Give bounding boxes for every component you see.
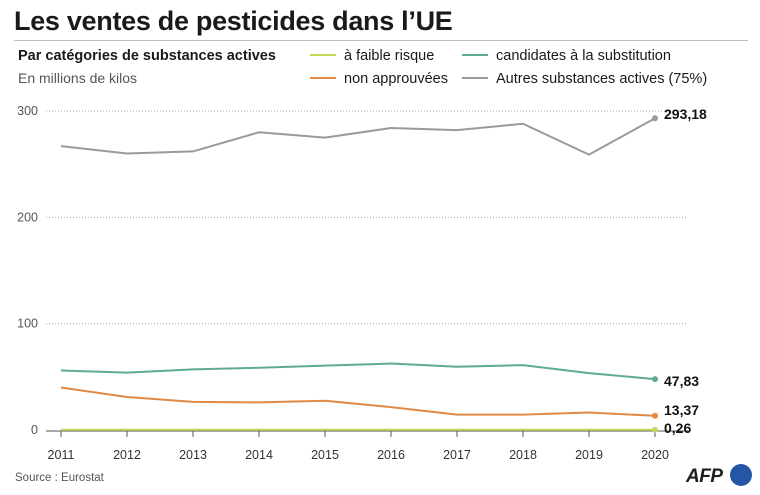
end-label-autres: 293,18 xyxy=(664,106,707,122)
end-labels: 293,18 47,83 13,37 0,26 xyxy=(664,106,707,436)
x-tick-label: 2015 xyxy=(311,448,339,462)
legend-label-autres: Autres substances actives (75%) xyxy=(496,71,708,87)
x-tick-label: 2013 xyxy=(179,448,207,462)
y-tick-label: 0 xyxy=(31,423,38,437)
series-end-point-substitution xyxy=(652,376,658,383)
legend-label-non: non approuvées xyxy=(344,71,448,87)
series-line-autres xyxy=(60,117,656,156)
x-tick-label: 2012 xyxy=(113,448,141,462)
legend-swatch-autres xyxy=(462,77,488,80)
legend-item-autres: Autres substances actives (75%) xyxy=(462,71,707,87)
series-group xyxy=(60,115,658,433)
legend-swatch-non xyxy=(310,77,336,80)
x-tick-label: 2018 xyxy=(509,448,537,462)
afp-logo: AFP xyxy=(686,462,756,492)
legend-label-substitution: candidates à la substitution xyxy=(496,48,671,64)
afp-logo-dot xyxy=(730,464,752,486)
series-line-non xyxy=(60,386,656,417)
x-tick-label: 2016 xyxy=(377,448,405,462)
x-axis: 2011 2012 2013 2014 2015 2016 2017 2018 2019 2020 xyxy=(46,430,688,462)
y-tick-label: 100 xyxy=(17,317,38,331)
chart-title: Les ventes de pesticides dans l’UE xyxy=(14,6,453,36)
end-label-non: 13,37 xyxy=(664,402,699,418)
series-end-point-autres xyxy=(652,115,658,122)
title-rule xyxy=(14,40,748,41)
x-tick-label: 2019 xyxy=(575,448,603,462)
x-tick-label: 2014 xyxy=(245,448,273,462)
end-label-faible: 0,26 xyxy=(664,420,691,436)
gridlines: 0 100 200 300 xyxy=(17,104,688,437)
unit-label: En millions de kilos xyxy=(18,70,138,86)
x-tick-label: 2020 xyxy=(641,448,669,462)
end-label-substitution: 47,83 xyxy=(664,373,699,389)
y-tick-label: 300 xyxy=(17,104,38,118)
chart-subtitle: Par catégories de substances actives xyxy=(18,48,276,64)
x-tick-label: 2017 xyxy=(443,448,471,462)
series-line-substitution xyxy=(60,362,656,381)
y-tick-label: 200 xyxy=(17,210,38,224)
legend-item-faible: à faible risque xyxy=(310,48,434,64)
afp-logo-text: AFP xyxy=(686,466,723,487)
legend-swatch-substitution xyxy=(462,54,488,57)
legend-swatch-faible xyxy=(310,54,336,57)
series-end-point-non xyxy=(652,412,658,419)
legend-label-faible: à faible risque xyxy=(344,48,435,64)
series-end-point-faible xyxy=(652,426,658,433)
legend-item-non: non approuvées xyxy=(310,71,448,87)
legend-item-substitution: candidates à la substitution xyxy=(462,48,671,64)
source-note: Source : Eurostat xyxy=(15,472,104,484)
x-tick-label: 2011 xyxy=(48,448,75,462)
